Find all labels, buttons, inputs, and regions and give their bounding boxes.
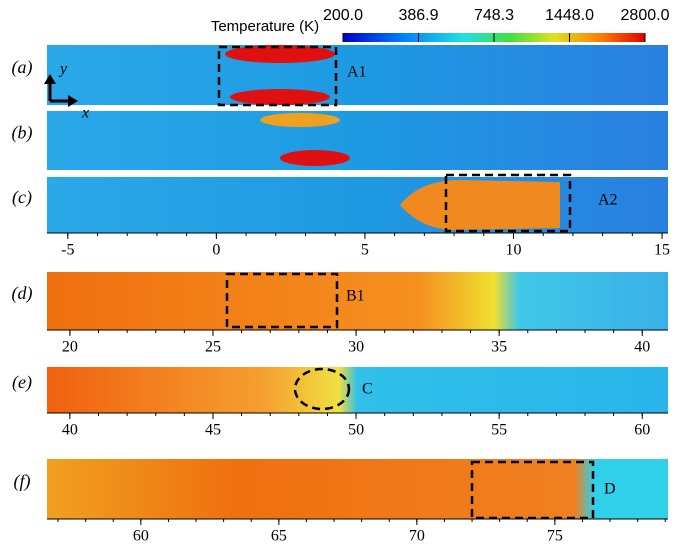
x-tick-label: 20 [62, 339, 78, 356]
axis-arrows [44, 74, 78, 107]
colorbar-tick-label: 386.9 [398, 7, 438, 24]
flame [225, 45, 335, 63]
colorbar-tick-label: 200.0 [323, 7, 363, 24]
x-tick-label: 40 [634, 339, 650, 356]
panel-label: (c) [12, 187, 32, 208]
field-e [47, 367, 668, 413]
x-tick-label: 50 [348, 422, 364, 439]
colorbar-tick-label: 2800.0 [621, 7, 670, 24]
colorbar-tick-label: 1448.0 [545, 7, 594, 24]
flame [230, 89, 330, 105]
field-f [47, 459, 668, 519]
field-a [47, 45, 668, 105]
flame [260, 113, 340, 127]
field-d [47, 272, 668, 330]
x-tick-label: 60 [133, 528, 149, 545]
x-tick-label: 15 [654, 242, 670, 259]
x-tick-label: 30 [348, 339, 364, 356]
x-tick-label: 25 [205, 339, 221, 356]
x-tick-label: -5 [61, 242, 74, 259]
panel-label: (d) [12, 283, 33, 304]
annotation: B1 [346, 288, 365, 305]
x-tick-label: 60 [634, 422, 650, 439]
colorbar-title: Temperature (K) [211, 18, 319, 35]
x-tick-label: 45 [205, 422, 221, 439]
x-tick-label: 65 [271, 528, 287, 545]
x-tick-label: 55 [491, 422, 507, 439]
panel-label: (e) [12, 372, 32, 393]
x-tick-label: 10 [505, 242, 521, 259]
x-tick-label: 5 [361, 242, 369, 259]
flame [280, 150, 350, 166]
field-c [47, 177, 668, 233]
x-tick-label: 75 [547, 528, 563, 545]
flame [400, 180, 560, 230]
field-b [47, 111, 668, 170]
axis-label: x [81, 105, 89, 122]
highlight-boxes [217, 45, 595, 520]
x-tick-label: 40 [62, 422, 78, 439]
x-tick-label: 70 [409, 528, 425, 545]
x-tick-label: 35 [491, 339, 507, 356]
panel-label: (a) [12, 57, 33, 78]
colorbar-tick-label: 748.3 [474, 7, 514, 24]
panel-label: (b) [12, 123, 33, 144]
x-tick-label: 0 [212, 242, 220, 259]
annotation: A2 [598, 192, 618, 209]
annotation: C [362, 381, 373, 398]
annotation: D [604, 481, 616, 498]
annotation: A1 [347, 64, 367, 81]
panel-label: (f) [14, 471, 31, 492]
axis-label: y [58, 61, 68, 78]
